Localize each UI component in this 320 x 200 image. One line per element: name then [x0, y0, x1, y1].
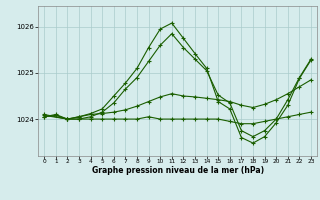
X-axis label: Graphe pression niveau de la mer (hPa): Graphe pression niveau de la mer (hPa) [92, 166, 264, 175]
